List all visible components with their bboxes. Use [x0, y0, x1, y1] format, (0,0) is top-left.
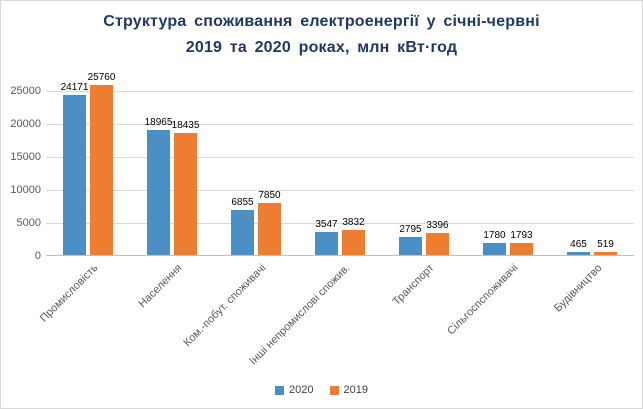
y-axis-tick-label: 10000 — [10, 183, 41, 196]
x-axis-label: Промисловість — [37, 262, 101, 325]
bar-2019 — [258, 203, 281, 255]
gridline — [46, 189, 634, 191]
chart-title-line2: 2019 та 2020 роках, млн кВт·год — [185, 39, 458, 56]
gridline — [46, 222, 634, 224]
y-axis-tick-label: 20000 — [10, 117, 41, 130]
bar-2019 — [594, 252, 617, 255]
bar-2020 — [483, 243, 506, 255]
bar-2019 — [342, 230, 365, 255]
legend-item-2020: 2020 — [275, 384, 314, 396]
bar-2020 — [231, 210, 254, 255]
plot-area: 24171 25760 18965 18435 6855 7850 3547 3832 2795… — [46, 72, 634, 256]
legend-swatch-2020 — [275, 385, 285, 395]
bar-2019 — [174, 133, 197, 255]
gridline — [46, 90, 634, 92]
data-label: 6855 — [231, 197, 254, 208]
bar-2020 — [399, 237, 422, 255]
data-label: 3396 — [426, 220, 449, 231]
gridline — [46, 123, 634, 125]
bar-2019 — [426, 233, 449, 255]
bar-2020 — [567, 252, 590, 255]
legend-swatch-2019 — [329, 385, 339, 395]
data-label: 25760 — [87, 72, 116, 83]
bar-2020 — [315, 232, 338, 255]
legend-label-2020: 2020 — [289, 384, 314, 396]
chart-title-line1: Структура споживання електроенергії у сі… — [103, 13, 540, 30]
data-label: 18435 — [171, 120, 200, 131]
y-axis-tick-label: 15000 — [10, 150, 41, 163]
data-label: 465 — [570, 239, 587, 250]
data-label: 18965 — [144, 117, 173, 128]
y-axis-tick-label: 5000 — [16, 216, 41, 229]
data-label: 2795 — [399, 224, 422, 235]
legend: 2020 2019 — [1, 384, 642, 396]
data-label: 7850 — [258, 190, 281, 201]
data-label: 3832 — [342, 217, 365, 228]
bar-2019 — [90, 85, 113, 255]
bar-2020 — [147, 130, 170, 255]
data-label: 1793 — [510, 230, 533, 241]
data-label: 519 — [597, 239, 614, 250]
bar-2020 — [63, 95, 86, 255]
gridline — [46, 156, 634, 158]
data-label: 24171 — [60, 82, 89, 93]
y-axis-tick-label: 25000 — [10, 84, 41, 97]
legend-item-2019: 2019 — [329, 384, 368, 396]
y-axis-tick-label: 0 — [34, 250, 41, 262]
data-label: 3547 — [315, 219, 338, 230]
bar-2019 — [510, 243, 533, 255]
legend-label-2019: 2019 — [343, 384, 368, 396]
data-label: 1780 — [483, 230, 506, 241]
chart-title: Структура споживання електроенергії у сі… — [1, 9, 642, 61]
